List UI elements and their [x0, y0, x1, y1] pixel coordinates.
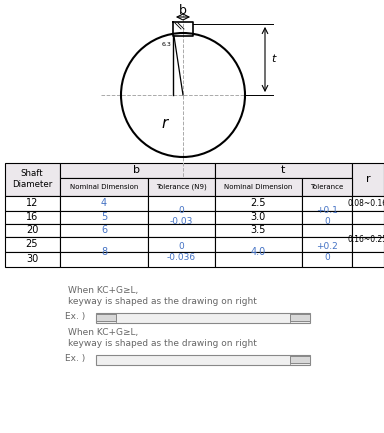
Bar: [5, 224, 60, 237]
Bar: [215, 224, 302, 237]
Text: 4: 4: [101, 198, 107, 208]
Bar: [148, 211, 215, 224]
Text: 4.0: 4.0: [250, 247, 266, 257]
Bar: [352, 196, 384, 211]
Bar: [302, 224, 352, 237]
Bar: [5, 211, 60, 224]
Text: keyway is shaped as the drawing on right: keyway is shaped as the drawing on right: [68, 339, 257, 349]
Bar: [148, 196, 215, 211]
Text: Ex. ): Ex. ): [65, 313, 85, 321]
Bar: [352, 237, 384, 252]
Text: 0.08~0.16: 0.08~0.16: [348, 198, 384, 207]
Text: Ex. ): Ex. ): [65, 355, 85, 363]
Text: +0.1
0: +0.1 0: [316, 206, 338, 226]
Bar: [215, 178, 302, 196]
Bar: [96, 355, 310, 365]
Text: 16: 16: [26, 212, 38, 222]
Text: 0
-0.036: 0 -0.036: [166, 242, 195, 262]
Bar: [60, 163, 215, 178]
Bar: [60, 252, 148, 267]
Text: r: r: [366, 174, 370, 184]
Bar: [290, 314, 310, 321]
Text: Shaft
Diameter: Shaft Diameter: [12, 169, 52, 189]
Text: 8: 8: [101, 247, 107, 257]
Text: r: r: [162, 116, 168, 130]
Bar: [302, 211, 352, 224]
Bar: [215, 211, 302, 224]
Bar: [5, 196, 60, 211]
Bar: [5, 163, 60, 196]
Text: t: t: [271, 54, 275, 64]
Bar: [302, 237, 352, 252]
Bar: [148, 178, 215, 196]
Text: 3.5: 3.5: [250, 225, 266, 235]
Text: Tolerance (N9): Tolerance (N9): [156, 184, 206, 190]
Bar: [148, 224, 215, 237]
Bar: [215, 237, 302, 252]
Bar: [5, 252, 60, 267]
Text: Tolerance: Tolerance: [310, 184, 344, 190]
Text: Nominal Dimension: Nominal Dimension: [70, 184, 138, 190]
Bar: [96, 314, 116, 321]
Bar: [60, 237, 148, 252]
Text: keyway is shaped as the drawing on right: keyway is shaped as the drawing on right: [68, 297, 257, 307]
Bar: [302, 252, 352, 267]
Bar: [215, 163, 352, 178]
Text: 3.0: 3.0: [250, 212, 266, 222]
Text: b: b: [134, 165, 141, 175]
Bar: [148, 237, 215, 252]
Text: 6.3: 6.3: [162, 42, 172, 46]
Bar: [352, 252, 384, 267]
Text: When KC+G≥L,: When KC+G≥L,: [68, 329, 138, 337]
Bar: [5, 237, 60, 252]
Bar: [60, 196, 148, 211]
Bar: [290, 356, 310, 363]
Text: 25: 25: [26, 239, 38, 249]
Text: +0.2
0: +0.2 0: [316, 242, 338, 262]
Text: 5: 5: [101, 212, 107, 222]
Bar: [60, 224, 148, 237]
Text: 6: 6: [101, 225, 107, 235]
Bar: [60, 178, 148, 196]
Text: Nominal Dimension: Nominal Dimension: [224, 184, 292, 190]
Bar: [302, 178, 352, 196]
Text: 0.16~0.25: 0.16~0.25: [348, 235, 384, 243]
Bar: [96, 313, 310, 323]
Bar: [352, 224, 384, 237]
Bar: [148, 252, 215, 267]
Text: 2.5: 2.5: [250, 198, 266, 208]
Text: 30: 30: [26, 254, 38, 264]
Text: 20: 20: [26, 225, 38, 235]
Bar: [215, 196, 302, 211]
Bar: [302, 196, 352, 211]
Bar: [352, 163, 384, 196]
Text: t: t: [281, 165, 285, 175]
Bar: [215, 252, 302, 267]
Bar: [352, 211, 384, 224]
Text: 12: 12: [26, 198, 38, 208]
Text: 0
-0.03: 0 -0.03: [169, 206, 193, 226]
Text: b: b: [179, 3, 187, 16]
Text: When KC+G≥L,: When KC+G≥L,: [68, 287, 138, 295]
Bar: [60, 211, 148, 224]
